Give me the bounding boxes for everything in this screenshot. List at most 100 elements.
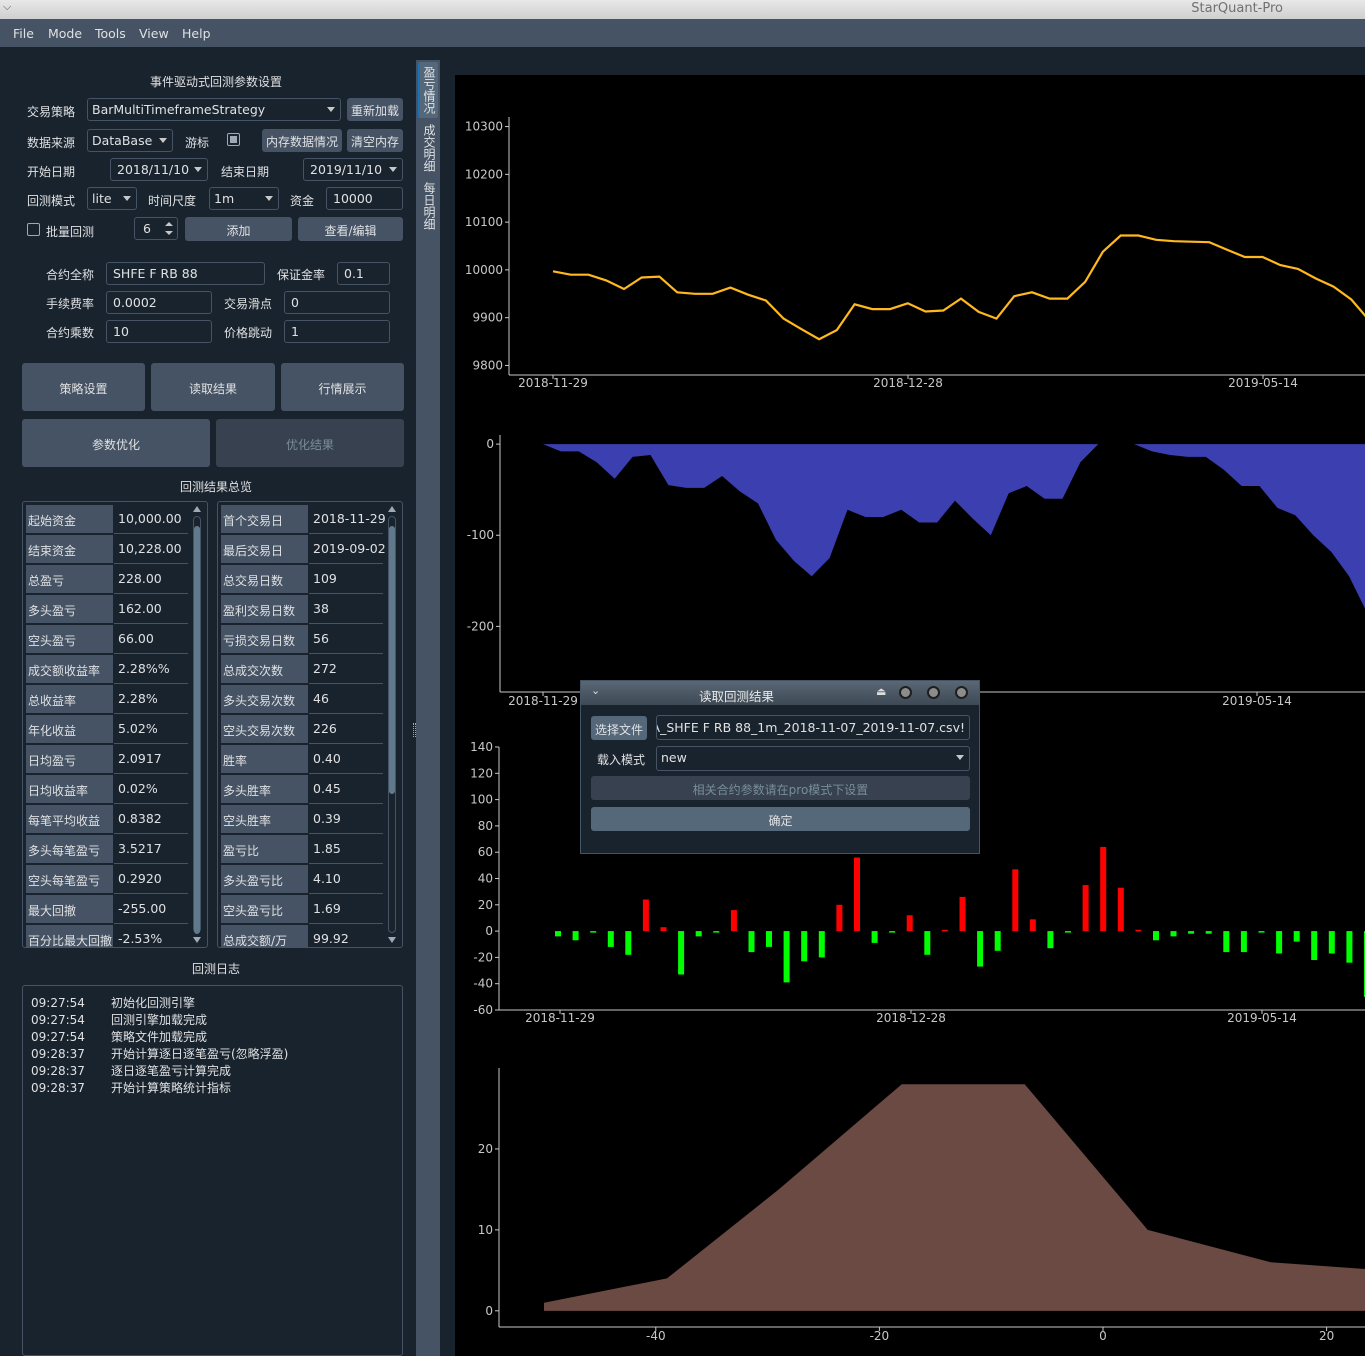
log-panel[interactable]: 09:27:54 初始化回测引擎 09:27:54 回测引擎加载完成 09:27:54 策… — [22, 985, 403, 1356]
metric-value: 0.02% — [114, 775, 188, 804]
margin-input[interactable]: 0.1 — [337, 262, 390, 285]
metric-name: 多头每笔盈亏 — [26, 835, 113, 864]
y-tick-label: 20 — [478, 898, 493, 912]
metric-name: 亏损交易日数 — [221, 625, 308, 654]
scroll-thumb[interactable] — [194, 526, 200, 934]
scroll-down-icon[interactable] — [388, 937, 396, 943]
x-tick-label: 2018-11-29 — [508, 694, 578, 708]
spin-up-icon[interactable] — [165, 222, 173, 226]
maximize-icon[interactable] — [927, 686, 940, 699]
chevron-down-icon[interactable]: ⌄ — [591, 684, 601, 697]
spin-down-icon[interactable] — [165, 231, 173, 235]
end-date-input[interactable]: 2019/11/10 — [303, 158, 403, 181]
choose-file-button[interactable]: 选择文件 — [591, 716, 647, 740]
daily-pnl-bar — [801, 931, 808, 962]
close-icon[interactable] — [955, 686, 968, 699]
chevron-down-icon[interactable]: ⌵ — [3, 0, 12, 13]
summary-table-right[interactable]: 首个交易日 2018-11-29 最后交易日 2019-09-02 总交易日数 109 盈利… — [217, 501, 403, 948]
batch-count-spinbox[interactable]: 6 — [134, 217, 178, 240]
metric-value: 3.5217 — [114, 835, 188, 864]
splitter-handle[interactable] — [413, 47, 416, 1356]
cursor-checkbox[interactable] — [227, 133, 240, 146]
scroll-up-icon[interactable] — [193, 506, 201, 512]
tab-pnl[interactable]: 盈亏情况 — [418, 62, 438, 118]
scroll-up-icon[interactable] — [388, 506, 396, 512]
metric-value: 56 — [309, 625, 383, 654]
mode-select[interactable]: lite — [87, 187, 137, 210]
y-tick-label: 0 — [485, 1304, 493, 1318]
y-tick-label: -100 — [467, 528, 494, 542]
datasource-select[interactable]: DataBase — [87, 129, 173, 152]
clear-memory-button[interactable]: 清空内存 — [347, 129, 403, 152]
x-tick-label: 2018-12-28 — [873, 376, 943, 390]
file-path-input[interactable]: !A_SHFE F RB 88_1m_2018-11-07_2019-11-07… — [656, 715, 970, 740]
menu-file[interactable]: File — [13, 26, 34, 41]
param-optimize-button[interactable]: 参数优化 — [22, 419, 210, 467]
read-results-button[interactable]: 读取结果 — [151, 363, 275, 411]
menu-bar: File Mode Tools View Help — [0, 19, 1365, 47]
metric-name: 最大回撤 — [26, 895, 113, 924]
log-heading: 回测日志 — [192, 962, 241, 976]
menu-mode[interactable]: Mode — [48, 26, 83, 41]
y-tick-label: -60 — [473, 1003, 493, 1017]
view-edit-button[interactable]: 查看/编辑 — [298, 217, 403, 241]
y-tick-label: 0 — [486, 437, 494, 451]
margin-label: 保证金率 — [277, 268, 326, 282]
tick-input[interactable]: 1 — [284, 320, 390, 343]
scroll-thumb[interactable] — [389, 526, 395, 794]
ok-button[interactable]: 确定 — [591, 807, 970, 831]
capital-input[interactable]: 10000 — [326, 187, 403, 210]
metric-name: 盈亏比 — [221, 835, 308, 864]
strategy-label: 交易策略 — [27, 105, 76, 119]
tab-daily[interactable]: 每日明细 — [422, 182, 436, 230]
memory-info-button[interactable]: 内存数据情况 — [262, 129, 342, 152]
x-tick-label: 0 — [1099, 1329, 1107, 1343]
minimize-icon[interactable] — [899, 686, 912, 699]
chevron-down-icon — [956, 755, 964, 760]
scrollbar[interactable] — [386, 504, 398, 945]
menu-help[interactable]: Help — [182, 26, 211, 41]
fee-input[interactable]: 0.0002 — [106, 291, 212, 314]
daily-pnl-bar — [1311, 931, 1318, 960]
reload-button[interactable]: 重新加载 — [347, 98, 403, 121]
load-mode-select[interactable]: new — [656, 746, 970, 771]
y-tick-label: 100 — [470, 793, 493, 807]
menu-view[interactable]: View — [139, 26, 169, 41]
metric-name: 多头交易次数 — [221, 685, 308, 714]
metric-name: 年化收益 — [26, 715, 113, 744]
market-display-button[interactable]: 行情展示 — [281, 363, 404, 411]
start-date-input[interactable]: 2018/11/10 — [110, 158, 208, 181]
pro-hint-button[interactable]: 相关合约参数请在pro模式下设置 — [591, 776, 970, 800]
scrollbar[interactable] — [191, 504, 203, 945]
log-time: 09:28:37 — [31, 1081, 85, 1095]
metric-value: 2.28%% — [114, 655, 188, 684]
strategy-settings-button[interactable]: 策略设置 — [22, 363, 145, 411]
scroll-down-icon[interactable] — [193, 937, 201, 943]
y-tick-label: 40 — [478, 872, 493, 886]
chevron-down-icon — [123, 196, 131, 201]
window-title: StarQuant-Pro — [1191, 1, 1283, 16]
strategy-select[interactable]: BarMultiTimeframeStrategy — [87, 98, 341, 121]
optimize-results-button[interactable]: 优化结果 — [216, 419, 404, 467]
tab-trades[interactable]: 成交明细 — [422, 124, 436, 172]
daily-pnl-bar — [977, 931, 984, 967]
batch-checkbox[interactable] — [27, 223, 40, 236]
metric-value: 2.0917 — [114, 745, 188, 774]
dialog-titlebar[interactable]: ⌄ 读取回测结果 ⏏ — [581, 681, 979, 705]
timescale-select[interactable]: 1m — [209, 187, 279, 210]
daily-pnl-bar — [1346, 931, 1353, 963]
daily-pnl-bar — [836, 904, 843, 932]
daily-pnl-bar — [959, 896, 966, 932]
slippage-input[interactable]: 0 — [284, 291, 390, 314]
backtest-panel: 事件驱动式回测参数设置 交易策略 BarMultiTimeframeStrate… — [0, 47, 413, 1356]
add-button[interactable]: 添加 — [185, 217, 292, 241]
start-date-label: 开始日期 — [27, 165, 76, 179]
cursor-label: 游标 — [185, 136, 210, 150]
contract-name-input[interactable]: SHFE F RB 88 — [106, 262, 265, 285]
end-date-label: 结束日期 — [221, 165, 270, 179]
eject-icon[interactable]: ⏏ — [876, 685, 887, 698]
multiplier-input[interactable]: 10 — [106, 320, 212, 343]
summary-table-left[interactable]: 起始资金 10,000.00 结束资金 10,228.00 总盈亏 228.00 多头盈亏 1… — [22, 501, 208, 948]
y-tick-label: 9800 — [472, 358, 503, 372]
menu-tools[interactable]: Tools — [95, 26, 126, 41]
